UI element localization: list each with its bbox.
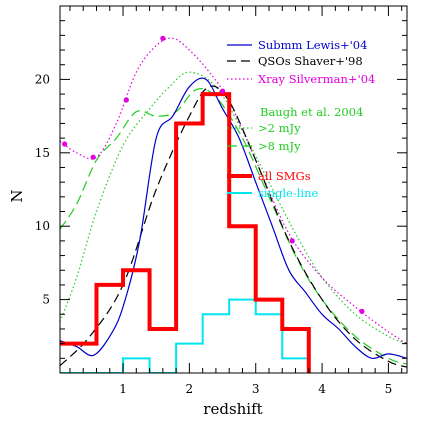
data-point: [289, 238, 295, 244]
x-axis-label: redshift: [203, 400, 262, 418]
legend-label-qsos-shaver-98: QSOs Shaver+'98: [258, 54, 363, 68]
data-point: [123, 97, 129, 103]
data-point: [160, 35, 166, 41]
x-tick-label: 1: [119, 382, 127, 396]
y-tick-label: 10: [35, 219, 50, 233]
y-axis-label: N: [8, 189, 26, 202]
y-tick-label: 15: [35, 146, 50, 160]
plot-frame: [59, 5, 408, 374]
y-tick-label: 5: [42, 293, 50, 307]
legend-label-submm-lewis-04: Submm Lewis+'04: [258, 38, 367, 52]
series-line-xray-silverman-04: [60, 37, 407, 345]
x-tick-label: 4: [318, 382, 326, 396]
series-line-8-mjy: [60, 88, 407, 365]
data-point: [62, 141, 68, 147]
x-tick-label: 2: [186, 382, 194, 396]
legend-label-all-smgs: all SMGs: [258, 169, 311, 183]
legend-label-2-mjy: >2 mJy: [258, 121, 301, 135]
legend-label-xray-silverman-04: Xray Silverman+'04: [258, 72, 375, 86]
x-tick-label: 5: [385, 382, 393, 396]
y-tick-label: 20: [35, 72, 50, 86]
data-point: [219, 88, 226, 94]
legend-label-single-line: single-line: [258, 186, 318, 200]
data-point: [359, 308, 365, 314]
x-tick-label: 3: [252, 382, 260, 396]
legend-group-title: Baugh et al. 2004: [260, 105, 363, 119]
series-line-all-smgs: [60, 92, 311, 373]
series-line-submm-lewis-04: [60, 77, 407, 360]
legend-label-8-mjy: >8 mJy: [258, 139, 301, 153]
data-point: [90, 154, 96, 160]
